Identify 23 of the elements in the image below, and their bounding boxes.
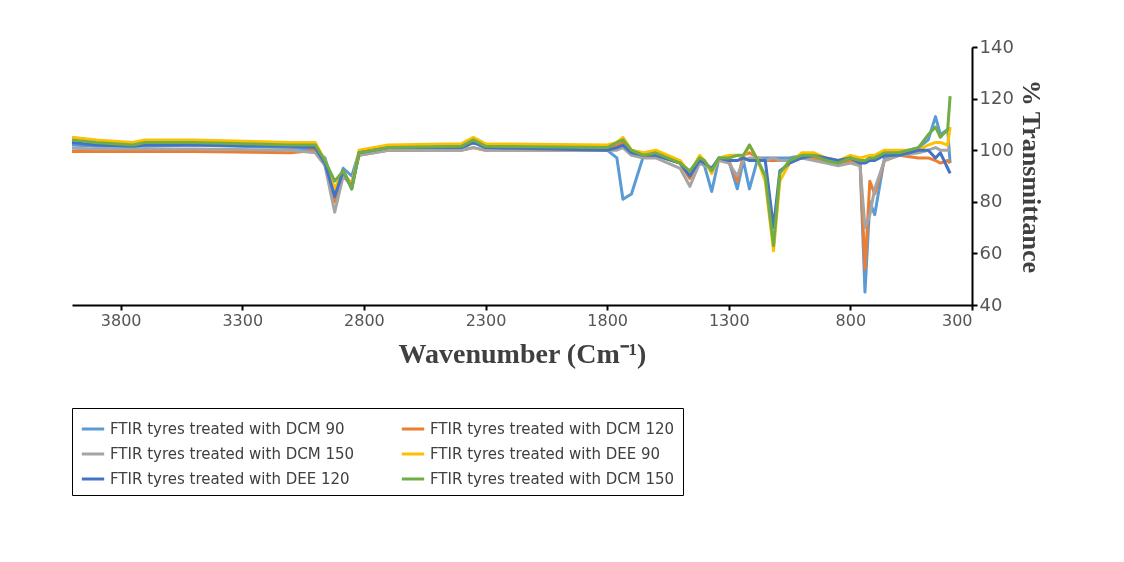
y-tick-label: 120 — [979, 87, 1014, 109]
x-tick-label: 1300 — [708, 310, 750, 330]
legend-label: FTIR tyres treated with DCM 90 — [110, 420, 345, 438]
x-tick-label: 2800 — [344, 310, 385, 330]
y-axis-title: % Transmittance — [1016, 79, 1046, 274]
line-series — [70, 94, 952, 248]
y-tick-label: 140 — [979, 35, 1014, 57]
x-tick-label: 3300 — [222, 310, 264, 330]
x-tick-label: 3800 — [100, 310, 142, 330]
x-axis-title: Wavenumber (Cm⁻¹) — [398, 337, 647, 369]
x-tick-label: 2300 — [465, 310, 507, 330]
x-tick-label: 1800 — [587, 310, 628, 330]
x-tick-label: 800 — [835, 310, 867, 330]
y-tick-label: 60 — [979, 241, 1003, 263]
legend-label: FTIR tyres treated with DCM 120 — [430, 420, 675, 438]
y-tick-label: 80 — [979, 190, 1003, 212]
legend-label: FTIR tyres treated with DCM 150 — [110, 445, 355, 463]
legend-label: FTIR tyres treated with DCM 150 — [430, 470, 675, 488]
x-tick-label: 300 — [941, 310, 973, 330]
y-tick-label: 100 — [979, 138, 1014, 160]
legend-label: FTIR tyres treated with DEE 90 — [430, 445, 661, 463]
legend-label: FTIR tyres treated with DEE 120 — [110, 470, 350, 488]
y-tick-label: 40 — [979, 293, 1003, 315]
